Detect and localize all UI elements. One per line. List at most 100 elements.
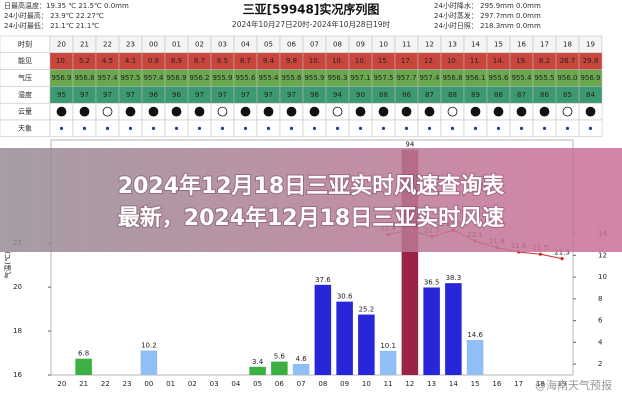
- weather-icon: [358, 126, 363, 130]
- x-tick-label: 02: [188, 380, 197, 388]
- cell-text: 97: [264, 91, 273, 99]
- header-left: 日最高温度：19.35 ℃ 21.5℃ 0.0mm: [4, 1, 129, 10]
- y-tick-label: 20: [13, 283, 22, 291]
- cell-text: 14: [471, 40, 480, 48]
- overlay: 2024年12月18日三亚实时风速查询表最新，2024年12月18日三亚实时风速…: [0, 148, 622, 392]
- cell-text: 956.9: [580, 74, 600, 82]
- cell-text: 97: [195, 91, 204, 99]
- x-tick-label: 13: [427, 380, 436, 388]
- row-label: 天象: [18, 123, 32, 132]
- cell-text: 04: [241, 40, 250, 48]
- x-tick-label: 15: [471, 380, 480, 388]
- bar-label: 14.6: [467, 331, 483, 339]
- cell-text: 88: [379, 91, 388, 99]
- cloud-icon: [424, 106, 435, 117]
- weather-icon: [404, 126, 409, 130]
- cell-text: 9.8: [286, 57, 297, 65]
- cell-text: 23: [126, 40, 135, 48]
- x-tick-label: 21: [79, 380, 88, 388]
- cell-text: 955.9: [212, 74, 232, 82]
- x-tick-label: 04: [231, 380, 240, 388]
- plot-frame: [50, 139, 574, 376]
- cell-text: 97: [126, 91, 135, 99]
- cell-text: 955.6: [281, 74, 302, 82]
- cell-text: 86: [402, 91, 411, 99]
- cell-text: 10.: [309, 57, 320, 65]
- x-tick-label: 17: [514, 380, 523, 388]
- row-label: 湿度: [18, 90, 32, 99]
- cell-text: 957.5: [373, 74, 393, 82]
- cloud-icon: [286, 106, 297, 117]
- cell-text: 10.: [447, 57, 458, 65]
- cell-text: 957.4: [419, 74, 440, 82]
- cell-text: 956.3: [327, 74, 347, 82]
- cell-text: 956.8: [442, 74, 462, 82]
- cell-text: 955.4: [258, 74, 279, 82]
- cloud-icon: [378, 106, 389, 117]
- weather-icon: [220, 126, 225, 130]
- cloud-icon: [125, 106, 136, 117]
- cell-text: 0.8: [148, 57, 159, 65]
- banner-text: 最新，2024年12月18日三亚实时风速: [118, 205, 504, 231]
- title: 三亚[59948]实况序列图: [243, 2, 380, 17]
- x-tick-label: 11: [384, 380, 393, 388]
- bar: [445, 283, 462, 375]
- x-tick-label: 20: [57, 380, 66, 388]
- header-left: 24小时最低： 21.1℃ 21.1℃: [4, 21, 99, 30]
- cell-text: 21: [80, 40, 89, 48]
- y2-tick-label: 12: [598, 251, 607, 259]
- cell-text: 12: [425, 40, 434, 48]
- bar: [314, 284, 332, 375]
- cloud-icon: [401, 106, 412, 117]
- row-label: 能见: [18, 56, 32, 65]
- table: 时刻 20 21 22 23 00 01 02 03 04 05 06 07 08 09 10 11 12 13 14…: [0, 35, 603, 138]
- x-tick-label: 16: [492, 380, 501, 388]
- cloud-icon: [148, 106, 159, 117]
- bar: [271, 361, 288, 375]
- weather-icon: [496, 126, 501, 130]
- x-tick-label: 03: [210, 380, 219, 388]
- weather-icon: [565, 126, 570, 130]
- cell-text: 8.5: [217, 57, 228, 65]
- cell-text: 03: [218, 40, 227, 48]
- cell-text: 15: [494, 40, 503, 48]
- cell-text: 8.7: [240, 57, 251, 65]
- bar-label: 5.6: [274, 353, 286, 361]
- cloud-icon: [240, 106, 251, 117]
- cell-text: 85: [563, 91, 572, 99]
- y-tick-label: 16: [13, 371, 22, 379]
- cell-text: 10.: [56, 57, 67, 65]
- weather-icon: [335, 126, 340, 130]
- cell-text: 02: [195, 40, 204, 48]
- cell-text: 955.6: [488, 74, 509, 82]
- cell-text: 13: [448, 40, 457, 48]
- cloud-icon: [585, 106, 596, 117]
- weather-icon: [128, 126, 133, 130]
- cell-text: 11.: [470, 57, 481, 65]
- cloud-icon: [539, 106, 550, 117]
- cell-text: 97: [287, 91, 296, 99]
- bar-label: 10.2: [141, 342, 157, 350]
- x-tick-label: 00: [144, 380, 153, 388]
- cell-text: 19.: [516, 57, 527, 65]
- cell-text: 26.7: [560, 57, 576, 65]
- bar-label: 37.6: [315, 276, 331, 284]
- cell-text: 17: [540, 40, 549, 48]
- cell-text: 14.: [493, 57, 504, 65]
- cell-text: 957.7: [396, 74, 416, 82]
- cell-text: 87: [425, 91, 434, 99]
- cell-text: 22: [103, 40, 112, 48]
- cell-text: 8.2: [539, 57, 550, 65]
- row-label: 时刻: [18, 39, 32, 48]
- weather-icon: [312, 126, 317, 130]
- x-tick-label: 08: [318, 380, 327, 388]
- cell-text: 8.7: [194, 57, 205, 65]
- cell-text: 955.5: [534, 74, 554, 82]
- cell-text: 10.: [332, 57, 343, 65]
- x-tick-label: 09: [340, 380, 349, 388]
- cell-text: 16: [517, 40, 526, 48]
- cell-text: 956.0: [557, 74, 577, 82]
- row-label: 气压: [18, 73, 32, 82]
